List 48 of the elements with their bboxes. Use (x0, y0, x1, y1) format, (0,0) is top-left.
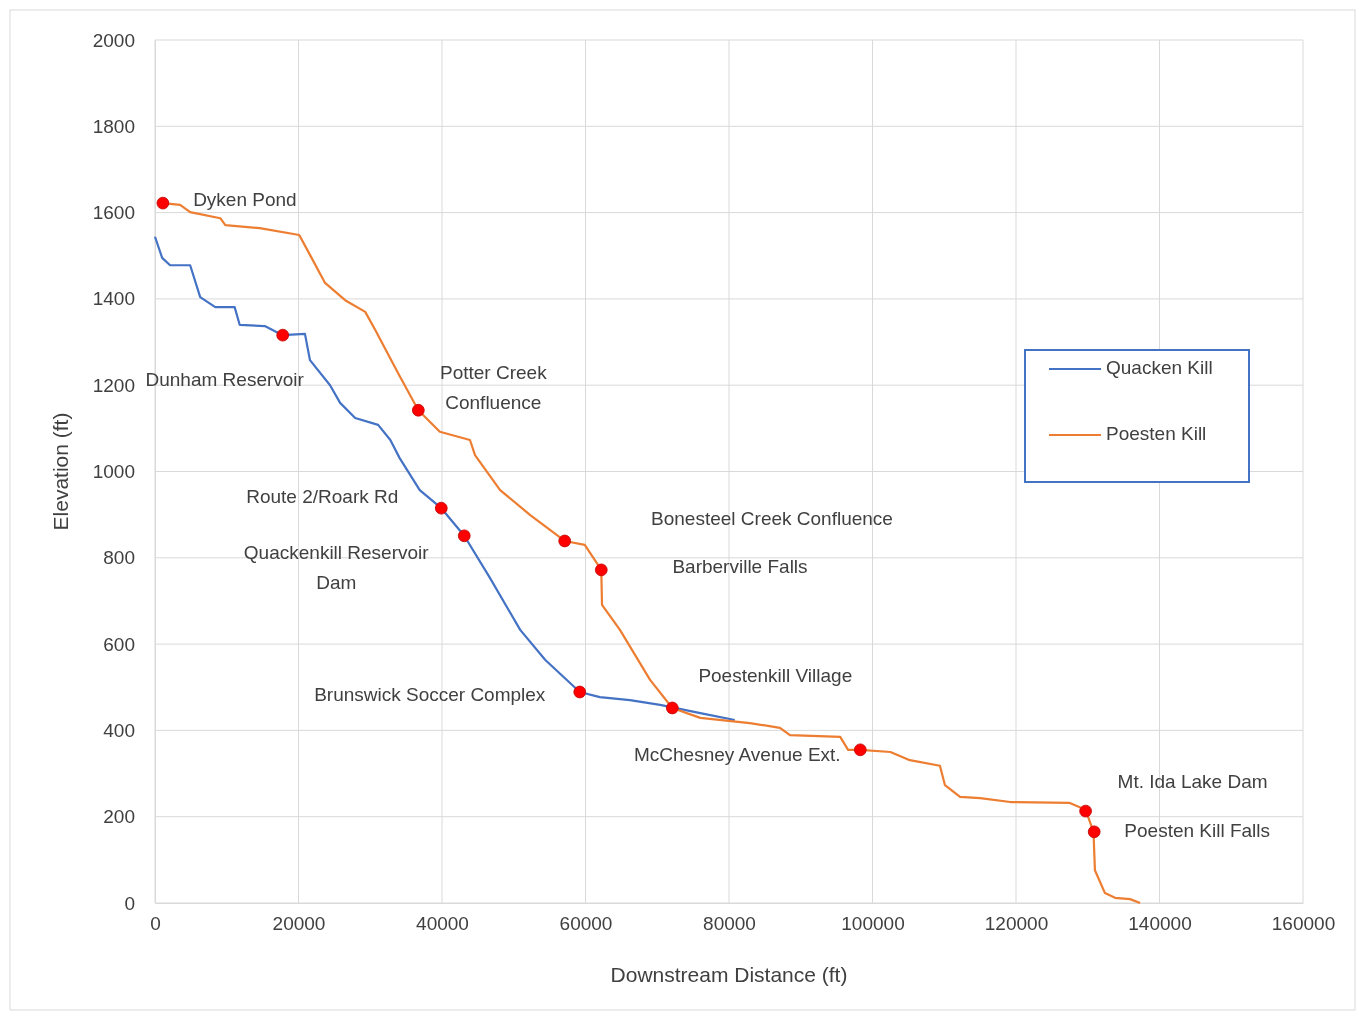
y-tick-label: 1600 (92, 202, 135, 224)
x-tick-label: 0 (150, 913, 161, 935)
point (573, 685, 587, 699)
point (1079, 804, 1092, 818)
annotation: Mt. Ida Lake Dam (1117, 771, 1268, 793)
y-tick-label: 0 (124, 892, 135, 914)
annotation: Poestenkill Village (698, 664, 853, 686)
y-tick-label: 800 (103, 547, 135, 569)
x-tick-label: 80000 (703, 913, 756, 935)
annotation: Dunham Reservoir (145, 369, 305, 391)
annotation: Route 2/Roark Rd (246, 486, 399, 508)
y-tick-label: 1000 (92, 461, 135, 483)
point (666, 701, 679, 715)
annotation: Poesten Kill Falls (1124, 819, 1271, 841)
y-tick-label: 1400 (92, 288, 135, 310)
point (558, 534, 572, 548)
x-tick-label: 60000 (559, 913, 613, 935)
annotation: Quackenkill Reservoir Dam (243, 541, 430, 593)
x-tick-label: 120000 (984, 913, 1049, 935)
y-tick-label: 1800 (92, 115, 135, 137)
annotation: Dyken Pond (193, 189, 297, 211)
x-tick-label: 20000 (272, 913, 326, 935)
point (853, 743, 867, 757)
point (1087, 825, 1101, 839)
point (156, 196, 170, 210)
x-tick-label: 140000 (1128, 913, 1192, 935)
point (457, 529, 471, 543)
annotation: Brunswick Soccer Complex (314, 684, 546, 706)
y-tick-label: 200 (103, 806, 135, 828)
legend-label: Quacken Kill (1106, 357, 1213, 379)
annotation: Potter Creek Confluence (439, 362, 548, 414)
x-tick-label: 100000 (841, 913, 905, 935)
y-tick-label: 1200 (92, 374, 135, 396)
annotation: Bonesteel Creek Confluence (651, 508, 893, 530)
y-axis-title: Elevation (ft) (49, 412, 72, 531)
point (276, 328, 290, 342)
y-tick-label: 400 (103, 719, 135, 741)
point (594, 563, 608, 577)
x-axis-title: Downstream Distance (ft) (610, 963, 848, 986)
legend-label: Poesten Kill (1106, 423, 1207, 445)
x-tick-label: 160000 (1271, 913, 1336, 935)
y-tick-label: 600 (103, 633, 135, 655)
y-tick-label: 2000 (92, 29, 135, 51)
annotation: Barberville Falls (672, 556, 808, 578)
x-tick-label: 40000 (416, 913, 469, 935)
annotation: McChesney Avenue Ext. (633, 743, 841, 765)
point (412, 403, 425, 417)
point (434, 501, 448, 515)
